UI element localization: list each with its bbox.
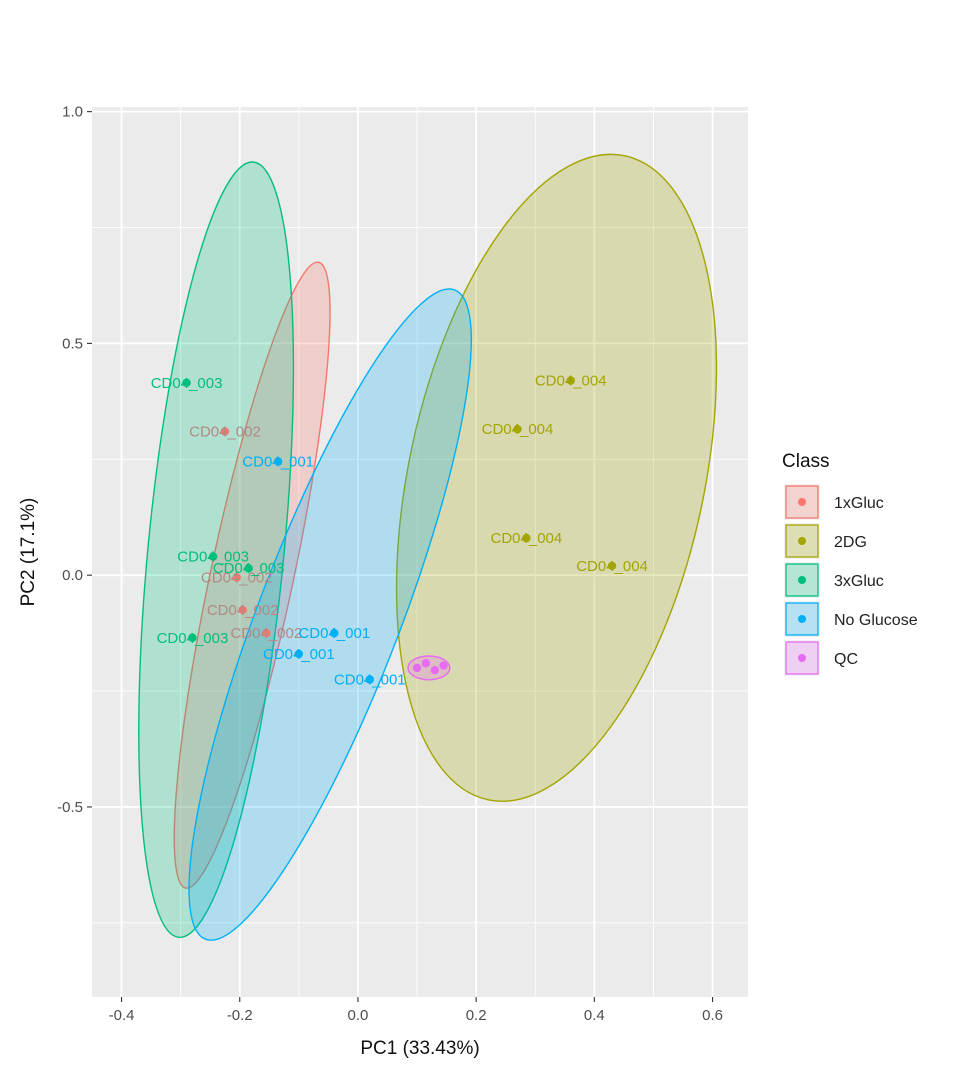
x-axis-title: PC1 (33.43%) (360, 1038, 479, 1059)
y-tick-label: 0.0 (62, 567, 83, 584)
grid-lines (92, 107, 748, 997)
y-axis-title: PC2 (17.1%) (18, 498, 39, 607)
x-tick-label: -0.4 (109, 1007, 135, 1024)
legend-item: 2DG (784, 523, 867, 559)
data-point (365, 675, 374, 684)
legend-key-point (798, 537, 806, 545)
data-point (208, 552, 218, 561)
point-label: CD04_002 (201, 569, 273, 586)
data-point (188, 633, 197, 642)
legend-label: QC (834, 651, 858, 668)
legend-item: No Glucose (784, 601, 918, 637)
data-point (294, 649, 304, 659)
point-label: CD04_001 (298, 625, 370, 642)
confidence-ellipses (138, 153, 718, 941)
point-label: CD04_003 (151, 375, 223, 392)
data-point (421, 659, 431, 668)
point-label: CD04_001 (242, 454, 314, 471)
data-points (182, 376, 617, 684)
y-tick-label: 1.0 (62, 104, 83, 121)
data-point (232, 573, 241, 582)
ellipse-qc (407, 655, 451, 681)
data-point (273, 457, 283, 466)
ellipse-2dg (395, 153, 718, 802)
point-label: CD04_004 (491, 530, 563, 547)
data-point (182, 378, 191, 388)
x-tick-label: 0.4 (584, 1007, 605, 1024)
legend-key-point (798, 576, 806, 584)
data-point (607, 561, 617, 571)
data-point (566, 376, 575, 385)
data-point (513, 424, 522, 434)
data-point (430, 666, 439, 675)
legend-item: 3xGluc (784, 562, 884, 598)
point-label: CD04_004 (535, 372, 607, 389)
legend-label: 3xGluc (834, 573, 884, 590)
data-point (262, 628, 271, 638)
ellipse-1xgluc (173, 261, 331, 889)
data-point (412, 663, 422, 673)
axes: -0.4 -0.2 0.0 0.2 0.4 0.6 -0.5 0.0 0.5 1.0 (57, 104, 723, 1024)
point-label: CD04_002 (207, 602, 279, 619)
point-labels: CD04_002 CD04_002 CD04_002 CD04_002 CD04_004… (151, 372, 648, 688)
legend-label: 1xGluc (834, 495, 884, 512)
point-label: CD04_003 (157, 630, 229, 647)
x-tick-label: 0.0 (348, 1007, 369, 1024)
data-point (330, 628, 339, 638)
x-tick-label: 0.6 (702, 1007, 723, 1024)
legend: Class 1xGluc 2DG 3xGluc No Glucose QC (782, 451, 918, 676)
legend-key-point (798, 615, 806, 623)
legend-label: No Glucose (834, 612, 918, 629)
point-label: CD04_002 (189, 423, 261, 440)
legend-label: 2DG (834, 534, 867, 551)
data-point (220, 427, 230, 436)
point-label: CD04_003 (213, 560, 285, 577)
ellipse-no-glucose (188, 288, 472, 941)
data-point (244, 564, 253, 573)
x-tick-label: 0.2 (466, 1007, 487, 1024)
point-label: CD04_002 (230, 625, 302, 642)
data-point (439, 661, 448, 670)
point-label: CD04_001 (263, 646, 335, 663)
data-point (238, 605, 247, 615)
legend-key-point (798, 654, 806, 662)
ellipse-3xgluc (138, 161, 295, 939)
legend-key-point (798, 498, 806, 506)
legend-title: Class (782, 451, 830, 472)
legend-item: QC (784, 640, 858, 676)
legend-item: 1xGluc (784, 484, 884, 520)
x-tick-label: -0.2 (227, 1007, 253, 1024)
plot-panel (92, 107, 748, 997)
point-label: CD04_004 (576, 558, 648, 575)
y-tick-label: -0.5 (57, 799, 83, 816)
point-label: CD04_001 (334, 671, 406, 688)
point-label: CD04_004 (482, 421, 554, 438)
legend-key-swatch (785, 563, 819, 597)
point-label: CD04_003 (177, 549, 249, 566)
y-tick-label: 0.5 (62, 335, 83, 352)
data-point (522, 533, 531, 543)
